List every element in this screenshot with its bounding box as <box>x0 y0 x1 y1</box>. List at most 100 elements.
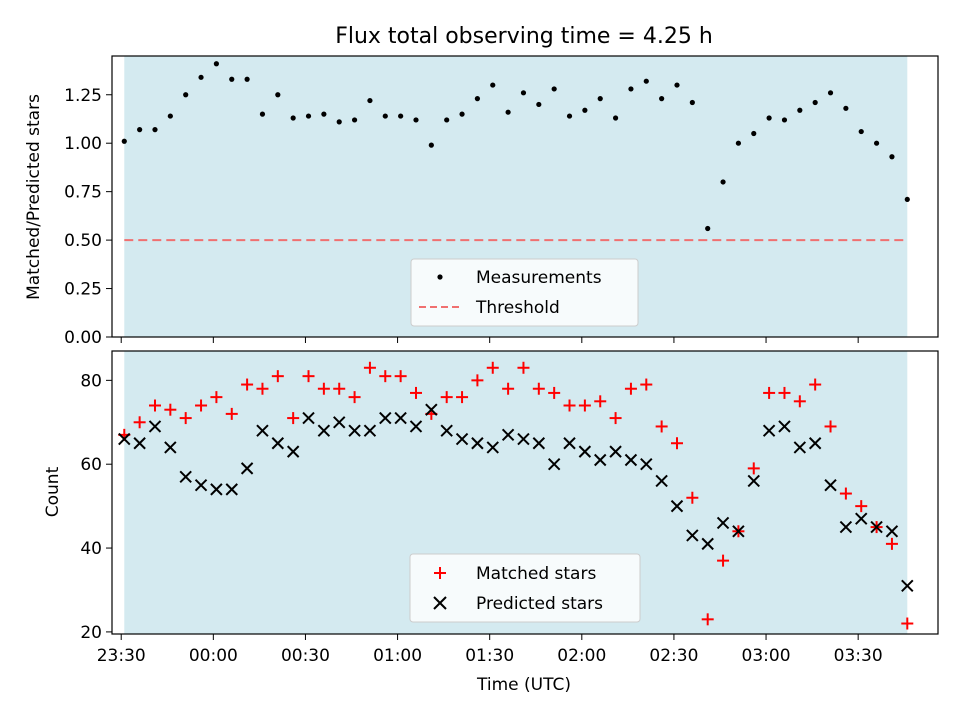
measurements-series <box>121 61 910 232</box>
matched-star-marker <box>763 386 776 399</box>
matched-star-marker <box>517 361 530 374</box>
matched-star-marker <box>133 416 146 429</box>
matched-star-marker <box>548 386 561 399</box>
x-tick-label: 00:00 <box>189 646 238 666</box>
predicted-star-marker <box>409 420 423 433</box>
x-tick-label: 03:00 <box>742 646 791 666</box>
top-panel: 0.00 0.25 0.50 0.75 1.00 1.25 Matched/Predict… <box>24 55 939 348</box>
matched-star-marker <box>701 613 714 626</box>
predicted-star-marker <box>164 441 177 454</box>
measurement-point <box>305 113 312 119</box>
measurement-point <box>659 96 665 102</box>
predicted-star-marker <box>732 525 745 538</box>
matched-star-marker <box>287 412 300 425</box>
predicted-star-marker <box>317 424 331 437</box>
measurement-point <box>459 111 465 117</box>
measurement-point <box>259 111 266 117</box>
x-tick-label: 01:30 <box>465 646 514 666</box>
predicted-star-marker <box>901 579 914 592</box>
matched-star-marker <box>363 361 376 374</box>
matched-star-marker <box>901 617 914 630</box>
measurement-point <box>321 111 327 117</box>
matched-star-marker <box>302 370 315 383</box>
measurement-point <box>873 140 880 146</box>
measurement-point <box>674 82 680 88</box>
predicted-star-marker <box>532 437 546 450</box>
matched-star-marker <box>855 500 868 513</box>
legend-matched-marker <box>434 567 446 579</box>
matched-star-marker <box>532 382 545 395</box>
bottom-plot-frame <box>111 350 939 635</box>
matched-star-marker <box>241 378 254 391</box>
predicted-star-marker <box>348 424 361 437</box>
matched-star-marker <box>839 487 852 500</box>
measurement-point <box>643 78 649 84</box>
matched-star-marker <box>747 462 760 475</box>
matched-star-marker <box>409 386 422 399</box>
predicted-star-marker <box>824 478 837 492</box>
measurement-point <box>290 115 296 121</box>
measurement-point <box>628 86 634 92</box>
x-tick-label: 00:30 <box>281 646 330 666</box>
legend-matched-label: Matched stars <box>476 564 596 584</box>
predicted-star-marker <box>686 529 699 542</box>
measurement-point <box>490 82 496 88</box>
predicted-star-marker <box>455 432 469 446</box>
measurement-point <box>843 105 849 111</box>
predicted-star-marker <box>363 424 377 437</box>
predicted-star-marker <box>594 453 607 467</box>
chart-title: Flux total observing time = 4.25 h <box>335 24 713 49</box>
bottom-y-axis: 20 40 60 80 <box>80 371 112 643</box>
top-plot-frame <box>111 55 939 338</box>
predicted-star-marker <box>271 437 285 450</box>
matched-star-marker <box>394 370 407 383</box>
measurement-point <box>167 113 173 119</box>
bottom-panel: 20 40 60 80 23:30 00:00 00:30 01:00 01:30 02:00 0… <box>43 350 939 695</box>
y-tick-label: 0.50 <box>64 231 102 251</box>
measurement-point <box>351 117 358 123</box>
matched-star-marker <box>686 491 699 504</box>
predicted-star-marker <box>471 437 484 450</box>
matched-star-marker <box>655 420 668 433</box>
legend-measurements-marker <box>437 274 443 280</box>
top-y-axis-label: Matched/Predicted stars <box>24 94 44 300</box>
matched-star-marker <box>563 399 576 412</box>
predicted-star-marker <box>225 483 238 496</box>
matched-star-marker <box>609 412 622 425</box>
predicted-star-marker <box>517 432 530 446</box>
matched-star-marker <box>379 370 392 383</box>
measurement-point <box>766 115 772 121</box>
bottom-legend-box <box>409 553 641 623</box>
matched-star-marker <box>440 391 453 404</box>
measurement-point <box>551 86 557 92</box>
predicted-star-marker <box>210 483 223 496</box>
predicted-star-marker <box>885 525 899 538</box>
matched-star-marker <box>456 391 469 404</box>
measurement-point <box>781 117 788 123</box>
y-tick-label: 1.25 <box>64 86 102 106</box>
measurement-point <box>275 92 281 98</box>
matched-star-marker <box>793 395 806 408</box>
measurement-point <box>858 128 864 135</box>
predicted-star-marker <box>609 445 622 458</box>
measurement-point <box>198 74 204 80</box>
predicted-star-marker <box>486 441 499 454</box>
predicted-star-marker <box>655 474 668 488</box>
bottom-x-axis: 23:30 00:00 00:30 01:00 01:30 02:00 02:30 03:00… <box>97 634 883 666</box>
measurement-point <box>244 76 250 82</box>
predicted-star-marker <box>839 520 853 534</box>
x-tick-label: 03:30 <box>834 646 883 666</box>
measurement-point <box>428 142 434 148</box>
matched-star-marker <box>809 378 822 391</box>
matched-star-marker <box>502 382 515 395</box>
matched-star-marker <box>624 382 637 395</box>
predicted-star-marker <box>701 537 714 551</box>
matched-star-marker <box>348 391 361 404</box>
legend-predicted-label: Predicted stars <box>476 594 603 614</box>
y-tick-label: 0.00 <box>64 328 102 348</box>
matched-star-marker <box>148 399 161 412</box>
predicted-star-marker <box>256 424 269 437</box>
y-tick-label: 0.25 <box>64 280 102 300</box>
y-tick-label: 1.00 <box>64 134 102 154</box>
